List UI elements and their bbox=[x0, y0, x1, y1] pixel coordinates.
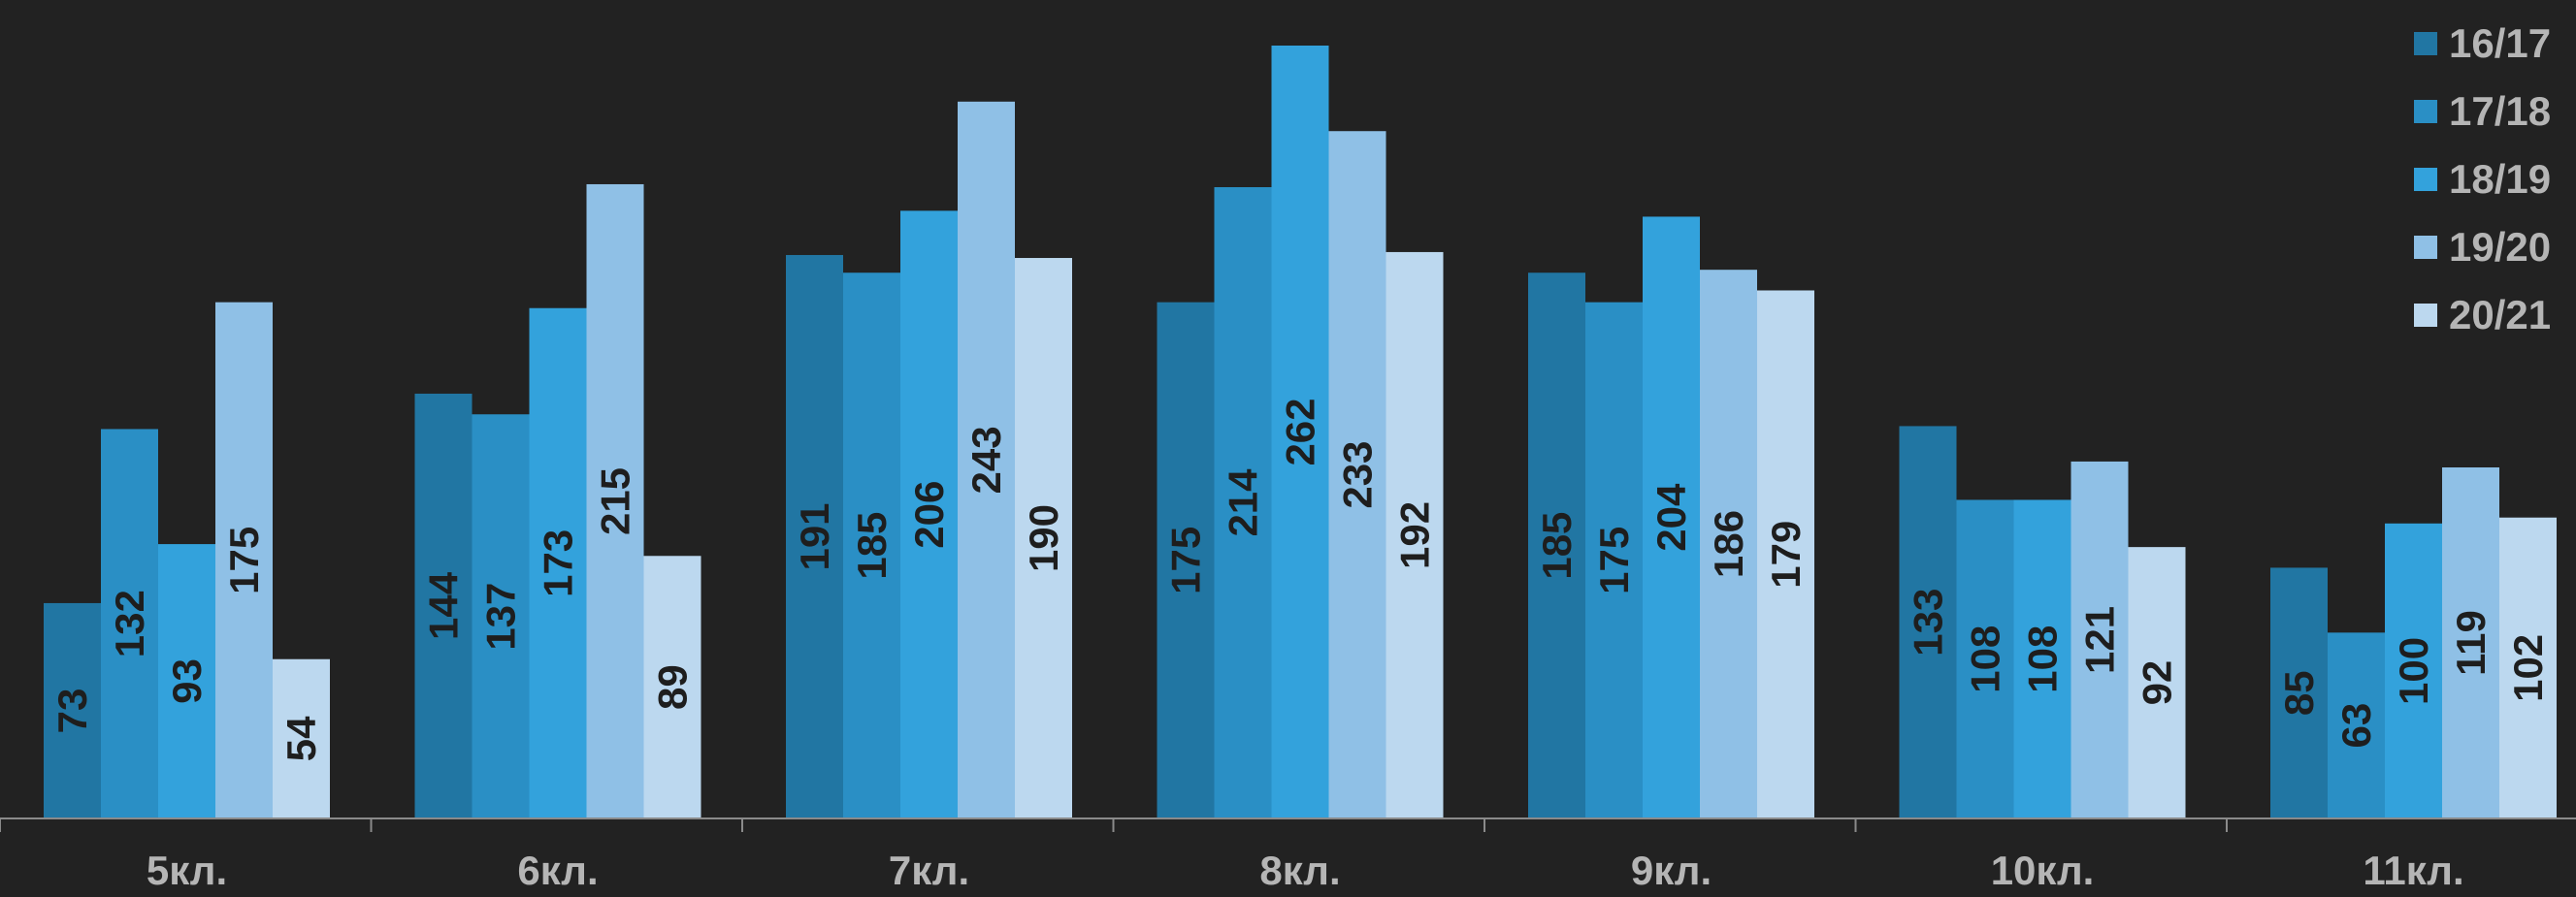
data-label: 63 bbox=[2333, 703, 2379, 749]
legend-swatch bbox=[2414, 168, 2437, 191]
bar-10кл.-17/18 bbox=[1956, 499, 2014, 818]
data-label: 133 bbox=[1906, 589, 1951, 657]
bar-10кл.-16/17 bbox=[1899, 426, 1957, 818]
legend-item-17-18[interactable]: 17/18 bbox=[2414, 78, 2551, 145]
data-label: 206 bbox=[906, 481, 952, 549]
bar-11кл.-20/21 bbox=[2499, 517, 2557, 818]
data-label: 214 bbox=[1221, 468, 1266, 537]
legend: 16/17 17/18 18/19 19/20 20/21 bbox=[2414, 10, 2551, 349]
bar-5кл.-18/19 bbox=[158, 544, 215, 818]
bar-9кл.-18/19 bbox=[1643, 216, 1700, 818]
data-label: 233 bbox=[1335, 441, 1381, 509]
data-label: 144 bbox=[421, 571, 467, 640]
x-tick-label: 5кл. bbox=[147, 848, 227, 893]
bar-11кл.-18/19 bbox=[2385, 523, 2442, 818]
x-tick-label: 8кл. bbox=[1259, 848, 1340, 893]
data-label: 175 bbox=[221, 527, 267, 594]
data-label: 85 bbox=[2276, 670, 2322, 716]
bar-6кл.-18/19 bbox=[529, 307, 587, 818]
data-label: 121 bbox=[2077, 606, 2123, 674]
bar-5кл.-16/17 bbox=[44, 602, 101, 818]
legend-item-18-19[interactable]: 18/19 bbox=[2414, 145, 2551, 213]
bar-10кл.-20/21 bbox=[2128, 547, 2186, 818]
data-label: 92 bbox=[2135, 660, 2180, 706]
legend-label: 17/18 bbox=[2449, 88, 2552, 134]
data-label: 137 bbox=[478, 583, 524, 651]
bar-5кл.-20/21 bbox=[273, 658, 330, 818]
data-label: 108 bbox=[1963, 625, 2008, 693]
data-label: 132 bbox=[107, 590, 152, 657]
data-label: 102 bbox=[2505, 634, 2551, 702]
bar-9кл.-16/17 bbox=[1528, 272, 1585, 819]
bar-6кл.-17/18 bbox=[472, 414, 530, 818]
legend-label: 16/17 bbox=[2449, 20, 2552, 66]
bar-8кл.-17/18 bbox=[1214, 187, 1272, 819]
bar-7кл.-16/17 bbox=[786, 254, 843, 818]
bar-11кл.-19/20 bbox=[2442, 467, 2499, 818]
legend-swatch bbox=[2414, 32, 2437, 55]
legend-label: 18/19 bbox=[2449, 156, 2552, 202]
bar-7кл.-17/18 bbox=[843, 272, 900, 819]
data-label: 185 bbox=[849, 512, 895, 580]
data-label: 119 bbox=[2448, 610, 2494, 676]
bar-6кл.-19/20 bbox=[586, 183, 644, 819]
bar-9кл.-19/20 bbox=[1700, 270, 1757, 819]
data-label: 108 bbox=[2020, 625, 2066, 693]
bar-6кл.-16/17 bbox=[414, 393, 473, 818]
bar-7кл.-18/19 bbox=[900, 210, 958, 819]
legend-label: 20/21 bbox=[2449, 292, 2552, 337]
legend-swatch bbox=[2414, 304, 2437, 327]
x-tick-label: 6кл. bbox=[517, 848, 598, 893]
bar-11кл.-16/17 bbox=[2270, 567, 2328, 818]
data-label: 215 bbox=[593, 467, 638, 535]
bar-9кл.-17/18 bbox=[1585, 302, 1643, 818]
legend-label: 19/20 bbox=[2449, 224, 2552, 270]
data-label: 175 bbox=[1591, 527, 1637, 594]
data-label: 192 bbox=[1392, 501, 1438, 569]
x-tick-label: 7кл. bbox=[889, 848, 969, 893]
data-label: 186 bbox=[1706, 510, 1751, 578]
bar-11кл.-17/18 bbox=[2328, 632, 2385, 818]
legend-swatch bbox=[2414, 100, 2437, 123]
bar-7кл.-20/21 bbox=[1015, 258, 1072, 818]
data-label: 89 bbox=[650, 664, 696, 710]
legend-item-16-17[interactable]: 16/17 bbox=[2414, 10, 2551, 78]
bar-8кл.-20/21 bbox=[1386, 251, 1444, 818]
data-label: 73 bbox=[49, 689, 95, 734]
data-label: 100 bbox=[2391, 637, 2436, 705]
bar-8кл.-19/20 bbox=[1328, 131, 1386, 819]
bar-7кл.-19/20 bbox=[958, 101, 1015, 818]
bar-8кл.-18/19 bbox=[1271, 46, 1329, 818]
data-label: 93 bbox=[164, 658, 210, 704]
data-label: 190 bbox=[1021, 504, 1066, 572]
legend-swatch bbox=[2414, 236, 2437, 259]
data-label: 191 bbox=[792, 502, 837, 570]
data-label: 262 bbox=[1278, 398, 1323, 465]
data-label: 54 bbox=[278, 716, 324, 761]
x-axis-ticks bbox=[0, 818, 2228, 832]
data-label: 204 bbox=[1648, 483, 1694, 552]
bar-5кл.-17/18 bbox=[101, 429, 158, 818]
bar-5кл.-19/20 bbox=[215, 302, 273, 818]
bar-6кл.-20/21 bbox=[643, 556, 701, 818]
bar-10кл.-19/20 bbox=[2071, 461, 2129, 818]
x-axis-labels: 5кл. 6кл. 7кл. 8кл. 9кл. 10кл. 11кл. bbox=[147, 848, 2464, 893]
x-tick-label: 9кл. bbox=[1631, 848, 1712, 893]
data-label: 179 bbox=[1763, 521, 1809, 589]
bars-group bbox=[44, 46, 2557, 819]
x-tick-label: 11кл. bbox=[2363, 848, 2463, 893]
bar-10кл.-18/19 bbox=[2013, 499, 2071, 818]
bar-9кл.-20/21 bbox=[1757, 290, 1814, 818]
x-tick-label: 10кл. bbox=[1991, 848, 2095, 893]
data-label: 173 bbox=[536, 529, 581, 597]
bar-8кл.-16/17 bbox=[1157, 302, 1215, 818]
legend-item-20-21[interactable]: 20/21 bbox=[2414, 281, 2551, 349]
data-label: 185 bbox=[1534, 512, 1580, 580]
data-label: 243 bbox=[963, 426, 1009, 494]
data-label: 175 bbox=[1163, 527, 1209, 594]
legend-item-19-20[interactable]: 19/20 bbox=[2414, 213, 2551, 281]
